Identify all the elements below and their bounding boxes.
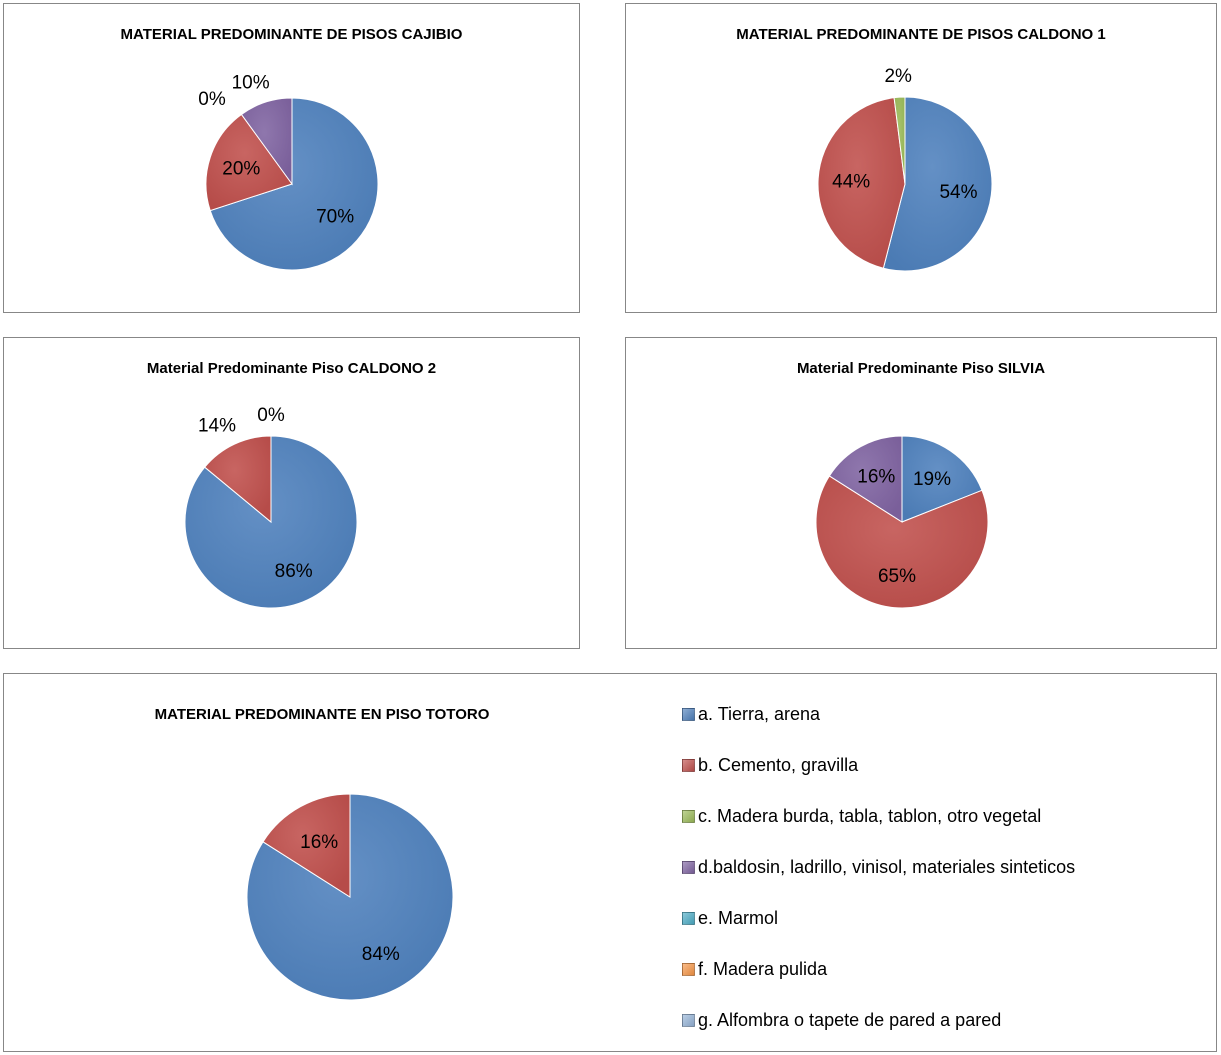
chart-title: MATERIAL PREDOMINANTE EN PISO TOTORO <box>154 706 490 723</box>
pie-chart: 84% 16% <box>246 793 454 1001</box>
chart-panel-silvia: Material Predominante Piso SILVIA 19% 65%… <box>625 337 1217 649</box>
data-label-d-baldosin-ladrillo-vinisol-materiales-sinteticos: 16% <box>857 466 895 487</box>
data-label-d-baldosin-ladrillo-vinisol-materiales-sinteticos: 10% <box>232 72 270 93</box>
pie-chart: 70% 20% 0% 10% <box>198 72 379 271</box>
data-label-a-tierra-arena: 84% <box>362 944 400 965</box>
pie-slice-a-tierra-arena <box>882 96 993 272</box>
chart-panel-caldono-1: MATERIAL PREDOMINANTE DE PISOS CALDONO 1… <box>625 3 1217 313</box>
chart-panel-cajibio: MATERIAL PREDOMINANTE DE PISOS CAJIBIO 7… <box>3 3 580 313</box>
data-label-c-madera-burda-tabla-tablon-otro-vegetal: 0% <box>198 89 226 110</box>
data-label-b-cemento-gravilla: 44% <box>832 172 870 193</box>
pie-slice-a-tierra-arena <box>209 97 379 271</box>
chart-title: Material Predominante Piso SILVIA <box>796 360 1046 377</box>
pie-slice-d-baldosin-ladrillo-vinisol-materiales-sinteticos <box>240 97 293 186</box>
data-label-b-cemento-gravilla: 20% <box>222 159 260 180</box>
legend-swatch <box>682 912 695 925</box>
legend-label: f. Madera pulida <box>698 959 828 979</box>
legend-swatch <box>682 963 695 976</box>
pie-slice-d-baldosin-ladrillo-vinisol-materiales-sinteticos <box>828 435 903 523</box>
legend-swatch <box>682 708 695 721</box>
legend-label: c. Madera burda, tabla, tablon, otro veg… <box>698 806 1042 826</box>
legend-label: b. Cemento, gravilla <box>698 755 859 775</box>
legend-item-e-marmol: e. Marmol <box>682 908 778 929</box>
chart-title: MATERIAL PREDOMINANTE DE PISOS CAJIBIO <box>120 26 463 43</box>
pie-slice-a-tierra-arena <box>184 435 358 609</box>
legend-label: e. Marmol <box>698 908 779 928</box>
data-label-b-cemento-gravilla: 65% <box>878 566 916 587</box>
data-label-c-madera-burda-tabla-tablon-otro-vegetal: 2% <box>884 66 912 87</box>
pie-chart: 54% 44% 2% <box>817 66 993 272</box>
pie-slice-a-tierra-arena <box>901 435 983 523</box>
legend-label: g. Alfombra o tapete de pared a pared <box>698 1010 1002 1030</box>
pie-slice-b-cemento-gravilla <box>205 113 293 212</box>
chart-title: MATERIAL PREDOMINANTE DE PISOS CALDONO 1 <box>736 26 1106 43</box>
chart-panel-caldono-2: Material Predominante Piso CALDONO 2 86%… <box>3 337 580 649</box>
legend-swatch <box>682 759 695 772</box>
pie-chart: 86% 14% 0% <box>184 405 358 609</box>
legend-item-b-cemento-gravilla: b. Cemento, gravilla <box>682 755 858 776</box>
legend-swatch <box>682 1014 695 1027</box>
pie-slice-a-tierra-arena <box>246 793 454 1001</box>
data-label-a-tierra-arena: 19% <box>913 469 951 490</box>
data-label-a-tierra-arena: 54% <box>939 182 977 203</box>
legend-item-f-madera-pulida: f. Madera pulida <box>682 959 827 980</box>
pie-slice-b-cemento-gravilla <box>204 435 272 524</box>
legend-item-g-alfombra-o-tapete-de-pared-a-pared: g. Alfombra o tapete de pared a pared <box>682 1010 1001 1031</box>
chart-title: Material Predominante Piso CALDONO 2 <box>146 360 437 377</box>
pie-slice-b-cemento-gravilla <box>262 793 351 898</box>
data-label-b-cemento-gravilla: 16% <box>300 832 338 853</box>
data-label-c-madera-burda-tabla-tablon-otro-vegetal: 0% <box>257 405 285 426</box>
legend-swatch <box>682 861 695 874</box>
legend-swatch <box>682 810 695 823</box>
data-label-a-tierra-arena: 86% <box>275 561 313 582</box>
pie-slice-c-madera-burda-tabla-tablon-otro-vegetal <box>893 96 906 185</box>
data-label-a-tierra-arena: 70% <box>316 206 354 227</box>
chart-panel-totoro: MATERIAL PREDOMINANTE EN PISO TOTORO 84%… <box>3 673 1217 1052</box>
pie-slice-b-cemento-gravilla <box>817 97 906 269</box>
pie-chart: 19% 65% 16% <box>815 435 989 609</box>
legend-label: a. Tierra, arena <box>698 704 821 724</box>
legend-item-d-baldosin-ladrillo-vinisol-materiales-sinteticos: d.baldosin, ladrillo, vinisol, materiale… <box>682 857 1075 878</box>
legend-label: d.baldosin, ladrillo, vinisol, materiale… <box>698 857 1076 877</box>
legend-item-c-madera-burda-tabla-tablon-otro-vegetal: c. Madera burda, tabla, tablon, otro veg… <box>682 806 1041 827</box>
data-label-b-cemento-gravilla: 14% <box>198 415 236 436</box>
legend-item-a-tierra-arena: a. Tierra, arena <box>682 704 820 725</box>
pie-slice-b-cemento-gravilla <box>815 475 989 609</box>
